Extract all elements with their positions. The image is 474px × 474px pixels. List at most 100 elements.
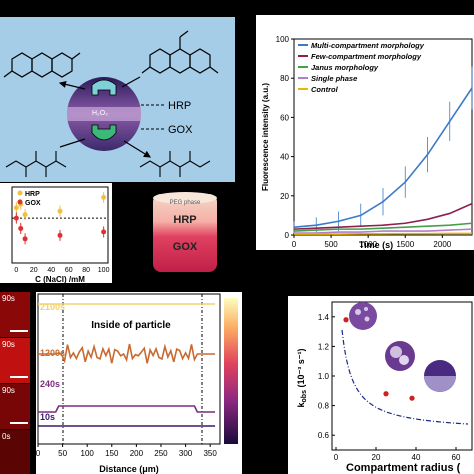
series-label: 1200s	[40, 348, 65, 358]
y-tick-label: 0.8	[318, 402, 330, 411]
x-tick-label: 50	[58, 449, 67, 458]
x-tick-label: 0	[334, 453, 339, 462]
x-tick-label: 200	[130, 449, 144, 458]
fit-curve	[341, 329, 469, 425]
gox-label: GOX	[173, 241, 198, 253]
x-tick-label: 20	[372, 453, 381, 462]
series-line	[293, 202, 473, 230]
data-point	[13, 215, 19, 221]
legend-marker	[17, 199, 23, 205]
x-tick-label: 150	[105, 449, 119, 458]
data-point	[101, 229, 107, 235]
hrp-label: HRP	[173, 214, 196, 226]
multi-compartment-sphere-icon	[349, 302, 377, 330]
nacl-scatter-chart: C (NaCl) /mM 0 20 40 60 80 100 HRP GOX	[11, 186, 110, 283]
profile-line	[38, 405, 216, 413]
peg-phase-label: PEG phase	[170, 200, 201, 206]
vial-illustration: PEG phase HRP GOX	[153, 192, 217, 272]
y-tick-label: 20	[280, 192, 289, 201]
hrp-enzyme-icon	[91, 79, 117, 96]
legend-marker	[17, 190, 23, 196]
enzyme-cascade-diagram: H₂O₂ HRP GOX	[3, 30, 219, 177]
fluorescence-line-chart: Time (s) Fluorescence intensity (a.u.) 0…	[261, 35, 473, 250]
scale-bar	[10, 376, 28, 378]
series-line	[294, 232, 472, 235]
panel-f-profile-chart: Inside of particle 2100s 1200s 240s 10s 0 50…	[36, 292, 242, 474]
gox-label: GOX	[168, 124, 193, 136]
y-tick-label: 100	[276, 35, 290, 44]
data-point	[57, 208, 63, 214]
data-point	[343, 317, 349, 323]
h2o2-label: H₂O₂	[92, 110, 108, 117]
hrp-label: HRP	[168, 100, 191, 112]
y-tick-label: 0	[285, 231, 290, 240]
data-point	[13, 205, 19, 211]
series-label: 10s	[40, 412, 55, 422]
time-label: 90s	[2, 386, 15, 395]
y-axis-title: kobs (10⁻³ s⁻¹)	[296, 349, 308, 408]
panel-b-fluorescence-chart: Time (s) Fluorescence intensity (a.u.) 0…	[256, 15, 474, 250]
data-point	[22, 236, 28, 242]
gluconic-acid-molecule-icon	[139, 151, 211, 177]
legend-label: Multi-compartment morphology	[311, 41, 425, 50]
amplex-molecule-icon	[141, 30, 219, 74]
x-axis-title: C (NaCl) /mM	[35, 275, 85, 283]
series-line	[294, 228, 473, 234]
time-label: 0s	[2, 432, 11, 441]
panel-d-vial-photo: PEG phase HRP GOX	[145, 188, 225, 278]
y-tick-label: 60	[280, 113, 289, 122]
x-axis-title: Compartment radius (	[346, 462, 461, 474]
panel-e-microscopy: 90s 90s 90s 0s	[0, 292, 30, 474]
legend-label: Few-compartment morphology	[311, 52, 422, 61]
x-tick-label: 80	[82, 267, 90, 274]
panel-c-nacl-chart: C (NaCl) /mM 0 20 40 60 80 100 HRP GOX	[0, 183, 112, 283]
annotation-inside-particle: Inside of particle	[91, 320, 171, 331]
data-point	[18, 225, 24, 231]
legend-label: Janus morphology	[311, 63, 379, 72]
colorbar	[224, 298, 238, 444]
x-tick-label: 60	[452, 453, 461, 462]
x-tick-label: 0	[36, 449, 41, 458]
panel-a-schematic: H₂O₂ HRP GOX	[0, 17, 235, 182]
x-tick-label: 60	[65, 267, 73, 274]
x-tick-label: 1000	[359, 240, 377, 249]
data-point	[409, 395, 415, 401]
series-label: 2100s	[40, 302, 65, 312]
x-tick-label: 250	[154, 449, 168, 458]
profile-line	[38, 343, 216, 364]
x-tick-label: 500	[324, 240, 338, 249]
x-axis-title: Distance (μm)	[99, 464, 159, 474]
scale-bar	[10, 422, 28, 424]
x-tick-label: 0	[292, 240, 297, 249]
kobs-scatter-chart: kobs (10⁻³ s⁻¹) Compartment radius ( 0 20…	[296, 301, 473, 474]
x-tick-label: 40	[47, 267, 55, 274]
x-tick-label: 40	[412, 453, 421, 462]
y-tick-label: 0.6	[318, 431, 330, 440]
x-tick-label: 100	[81, 449, 95, 458]
x-tick-label: 2000	[433, 240, 451, 249]
x-axis-title: Time (s)	[359, 240, 393, 250]
time-label: 90s	[2, 294, 15, 303]
glucose-molecule-icon	[5, 151, 67, 177]
few-compartment-sphere-icon	[385, 341, 415, 371]
data-point	[57, 232, 63, 238]
x-tick-label: 300	[179, 449, 193, 458]
x-tick-label: 0	[14, 267, 18, 274]
legend-label: Control	[311, 85, 339, 94]
legend-label: GOX	[25, 200, 41, 207]
x-tick-label: 350	[203, 449, 217, 458]
data-point	[101, 194, 107, 200]
resorufin-molecule-icon	[3, 52, 81, 78]
y-axis-title: Fluorescence intensity (a.u.)	[261, 83, 270, 191]
janus-sphere-icon	[424, 360, 456, 392]
series-line	[293, 222, 473, 232]
data-point	[383, 391, 389, 397]
panel-g-kobs-chart: kobs (10⁻³ s⁻¹) Compartment radius ( 0 20…	[288, 296, 474, 474]
scale-bar	[10, 330, 28, 332]
legend-label: HRP	[25, 191, 40, 198]
y-tick-label: 80	[280, 74, 289, 83]
x-tick-label: 1500	[396, 240, 414, 249]
series-label: 240s	[40, 379, 60, 389]
time-label: 90s	[2, 340, 15, 349]
y-tick-label: 1.4	[318, 313, 330, 322]
